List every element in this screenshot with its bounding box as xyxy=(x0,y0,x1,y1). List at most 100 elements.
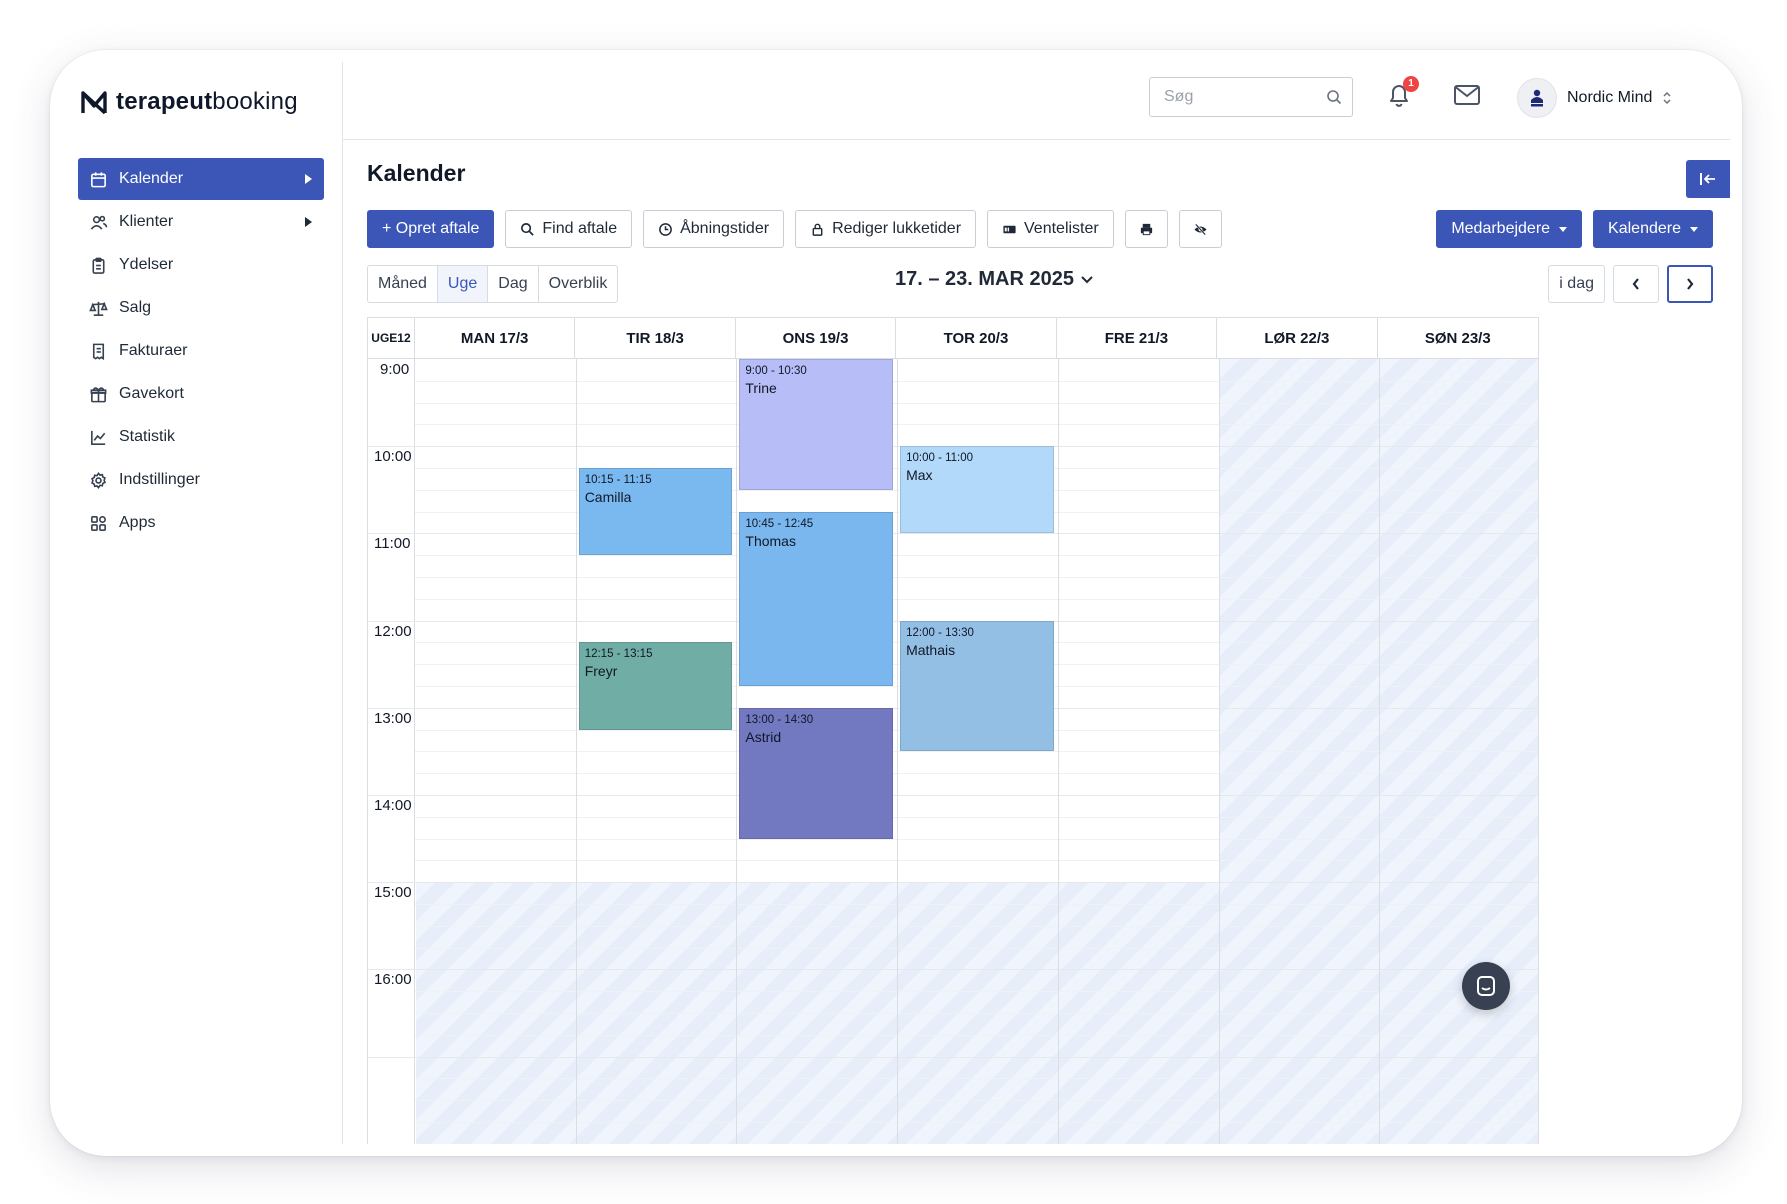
appointment-max[interactable]: 10:00 - 11:00 Max xyxy=(900,446,1054,534)
sidebar-nav: Kalender Klienter Ydelser Salg Fakturaer Gave… xyxy=(78,158,324,545)
sidebar-item-kalender[interactable]: Kalender xyxy=(78,158,324,200)
appointment-client: Trine xyxy=(745,380,777,396)
appointment-freyr[interactable]: 12:15 - 13:15 Freyr xyxy=(578,642,733,730)
create-appointment-button[interactable]: + Opret aftale xyxy=(367,210,495,248)
quarter-gridline xyxy=(415,816,1538,818)
calendars-dropdown[interactable]: Kalendere xyxy=(1593,210,1713,248)
appointment-astrid[interactable]: 13:00 - 14:30 Astrid xyxy=(739,707,894,839)
sidebar-item-label: Salg xyxy=(119,299,152,316)
day-header[interactable]: ONS 19/3 xyxy=(736,318,897,358)
appointment-client: Thomas xyxy=(745,532,796,549)
week-number: UGE12 xyxy=(368,318,415,358)
week-calendar: UGE12 MAN 17/3 TIR 18/3 ONS 19/3 TOR 20/3 FR… xyxy=(367,317,1539,1144)
hour-gridline xyxy=(368,969,1538,971)
day-header[interactable]: LØR 22/3 xyxy=(1217,318,1378,358)
view-overblik[interactable]: Overblik xyxy=(548,275,608,292)
appointment-camilla[interactable]: 10:15 - 11:15 Camilla xyxy=(578,468,733,556)
day-header[interactable]: MAN 17/3 xyxy=(415,318,576,358)
time-label: 16:00 xyxy=(374,971,412,989)
sidebar-item-label: Indstillinger xyxy=(119,471,200,488)
app-window: terapeutbooking Kalender Klienter Ydelser S… xyxy=(50,50,1742,1156)
quarter-gridline xyxy=(415,555,1538,557)
waitlists-button[interactable]: Ventelister xyxy=(987,210,1114,248)
logo-icon xyxy=(81,91,107,115)
time-label: 11:00 xyxy=(374,535,411,553)
collapse-panel-button[interactable] xyxy=(1686,160,1730,198)
day-header[interactable]: SØN 23/3 xyxy=(1424,329,1491,347)
day-divider xyxy=(1379,359,1381,1144)
chevron-updown-icon xyxy=(1663,91,1671,105)
sidebar-item-gavekort[interactable]: Gavekort xyxy=(78,373,324,415)
quarter-gridline xyxy=(415,773,1538,775)
lock-icon xyxy=(812,223,823,236)
day-header[interactable]: TOR 20/3 xyxy=(896,318,1057,358)
staff-dropdown[interactable]: Medarbejdere xyxy=(1436,210,1583,248)
quarter-gridline xyxy=(415,991,1538,993)
appointment-trine[interactable]: 9:00 - 10:30 Trine xyxy=(739,359,894,490)
account-menu[interactable]: Nordic Mind xyxy=(1517,76,1672,120)
appointment-client: Max xyxy=(906,467,933,484)
appointment-client: Mathais xyxy=(906,641,956,658)
filter-toolbar: Medarbejdere Kalendere xyxy=(1436,210,1713,248)
day-header[interactable]: TIR 18/3 xyxy=(575,318,736,358)
mail-icon[interactable] xyxy=(1452,81,1482,109)
appointment-mathais[interactable]: 12:00 - 13:30 Mathais xyxy=(900,620,1054,752)
hour-gridline xyxy=(368,882,1538,884)
sidebar-item-klienter[interactable]: Klienter xyxy=(78,201,324,243)
calendar-grid: 9:00 10:00 11:00 12:00 13:00 14:00 15:00 16:00 … xyxy=(368,359,1538,1144)
previous-week-button[interactable] xyxy=(1613,265,1659,303)
sidebar-item-apps[interactable]: Apps xyxy=(78,502,324,544)
sidebar-item-label: Statistik xyxy=(119,428,176,445)
date-range-picker[interactable]: 17. – 23. MAR 2025 xyxy=(895,268,1094,291)
search-icon[interactable] xyxy=(1326,89,1342,105)
view-dag[interactable]: Dag xyxy=(488,266,539,302)
hour-gridline xyxy=(368,533,1538,535)
next-week-button[interactable] xyxy=(1667,265,1713,303)
day-header[interactable]: FRE 21/3 xyxy=(1057,318,1218,358)
chat-launcher-button[interactable] xyxy=(1462,962,1510,1010)
sidebar-item-ydelser[interactable]: Ydelser xyxy=(78,244,324,286)
edit-closed-times-button[interactable]: Rediger lukketider xyxy=(795,210,977,248)
print-button[interactable] xyxy=(1124,210,1168,248)
time-label: 10:00 xyxy=(374,448,412,466)
search-box xyxy=(1149,77,1353,117)
avatar xyxy=(1517,78,1557,118)
time-label: 9:00 xyxy=(380,361,410,378)
sidebar-item-label: Fakturaer xyxy=(119,342,188,359)
notification-badge: 1 xyxy=(1403,76,1419,92)
apps-icon xyxy=(88,513,108,533)
appointment-time: 13:00 - 14:30 xyxy=(745,713,814,726)
day-divider xyxy=(736,359,738,1144)
sidebar-item-salg[interactable]: Salg xyxy=(78,287,324,329)
appointment-client: Freyr xyxy=(584,663,618,680)
eye-slash-icon xyxy=(1194,223,1207,235)
view-switcher: Måned Uge Dag Overblik xyxy=(367,265,619,303)
appointment-thomas[interactable]: 10:45 - 12:45 Thomas xyxy=(739,511,894,686)
sidebar-item-label: Ydelser xyxy=(119,256,174,273)
view-uge[interactable]: Uge xyxy=(437,266,489,302)
appointment-time: 12:00 - 13:30 xyxy=(906,626,974,639)
opening-hours-button[interactable]: Åbningstider xyxy=(643,210,785,248)
logo[interactable]: terapeutbooking xyxy=(78,86,298,118)
sidebar-item-statistik[interactable]: Statistik xyxy=(78,416,324,458)
sidebar-item-label: Gavekort xyxy=(119,385,184,402)
sidebar-item-label: Klienter xyxy=(119,213,174,230)
bell-icon[interactable] xyxy=(1383,79,1415,111)
find-appointment-button[interactable]: Find aftale xyxy=(505,210,633,248)
search-input[interactable] xyxy=(1150,78,1300,116)
view-måned[interactable]: Måned xyxy=(368,266,438,302)
appointment-time: 10:00 - 11:00 xyxy=(906,452,974,465)
sidebar-item-fakturaer[interactable]: Fakturaer xyxy=(78,330,324,372)
hide-details-button[interactable] xyxy=(1178,210,1222,248)
appointment-client: Astrid xyxy=(745,728,782,745)
quarter-gridline xyxy=(415,598,1538,600)
sidebar: terapeutbooking Kalender Klienter Ydelser S… xyxy=(62,62,343,1144)
chat-icon xyxy=(1477,976,1495,996)
users-icon xyxy=(88,212,108,232)
sidebar-item-indstillinger[interactable]: Indstillinger xyxy=(78,459,324,501)
calendar-icon xyxy=(88,169,108,189)
clipboard-icon xyxy=(88,255,108,275)
quarter-gridline xyxy=(415,424,1538,426)
quarter-gridline xyxy=(415,577,1538,578)
today-button[interactable]: i dag xyxy=(1548,265,1605,303)
